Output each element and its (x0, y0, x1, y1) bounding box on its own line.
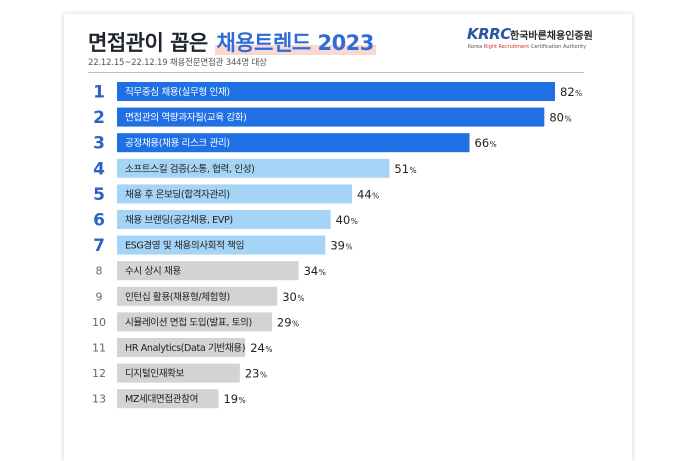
value-label: 19% (223, 392, 245, 406)
bar (117, 133, 470, 153)
bar-label: 인턴십 활용(채용형/체험형) (125, 291, 230, 303)
bar (117, 312, 272, 332)
title-prefix: 면접관이 꼽은 (88, 31, 208, 55)
value-label: 39% (330, 239, 352, 253)
logo-name-en: Korea Right Recruitment Certification Au… (468, 44, 586, 50)
value-label: 82% (560, 85, 582, 99)
bar (117, 363, 240, 383)
bar-label: 소프트스킬 검증(소통, 협력, 인성) (125, 163, 254, 175)
bar-label: 디지털인재확보 (125, 368, 185, 380)
rank-number: 11 (92, 342, 106, 355)
value-label: 29% (277, 315, 299, 329)
rank-number: 10 (92, 316, 106, 329)
value-label: 40% (336, 213, 358, 227)
bar (117, 286, 278, 306)
title-highlight: 채용트렌드 2023 (214, 31, 376, 55)
bar (117, 235, 326, 255)
bar (117, 184, 353, 204)
value-label: 51% (394, 162, 416, 176)
logo-name-en-part1: Korea (468, 44, 484, 50)
value-label: 34% (304, 264, 326, 278)
bar (117, 107, 545, 127)
krrc-logo: KRRC 한국바른채용인증원 Korea Right Recruitment C… (467, 24, 627, 54)
bar-label: 직무중심 채용(실무형 인재) (125, 87, 230, 98)
bar-label: 공정채용(채용 리스크 관리) (125, 138, 230, 149)
bar-label: 수시 상시 채용 (125, 266, 181, 277)
bar-label: 면접관의 역량과자질(교육 강화) (125, 112, 247, 124)
rank-number: 1 (93, 83, 105, 103)
value-label: 66% (475, 136, 497, 150)
bar (117, 338, 246, 357)
rank-number: 9 (96, 290, 103, 303)
header-divider (88, 72, 584, 73)
bar-label: 채용 브랜딩(공감채용, EVP) (125, 214, 233, 226)
rank-number: 12 (92, 367, 106, 380)
bar (117, 389, 219, 409)
rank-number: 3 (93, 134, 105, 154)
rank-number: 4 (93, 159, 105, 179)
page-title: 면접관이 꼽은 채용트렌드 2023 (88, 27, 376, 57)
rank-number: 13 (92, 393, 106, 406)
rank-number: 6 (93, 211, 105, 231)
survey-info: 22.12.15~22.12.19 채용전문면접관 344명 대상 (88, 58, 267, 68)
logo-name-en-part2: Right Recruitment (483, 44, 530, 50)
bar-label: ESG경영 및 채용의사회적 책임 (125, 240, 244, 252)
logo-name-en-part3: Certification Authority (529, 44, 587, 50)
bar-label: MZ세대면접관참여 (125, 393, 198, 405)
value-label: 23% (245, 367, 267, 381)
rank-number: 7 (93, 236, 105, 256)
bar (117, 82, 555, 101)
value-label: 44% (357, 187, 379, 201)
logo-mark: KRRC (467, 25, 511, 43)
bar (117, 210, 331, 229)
bar-label: 채용 후 온보딩(합격자관리) (125, 188, 230, 200)
bar-label: 시뮬레이션 면접 도입(발표, 토의) (125, 316, 252, 328)
bar-label: HR Analytics(Data 기반채용) (125, 343, 245, 354)
value-label: 24% (250, 341, 272, 355)
rank-number: 2 (93, 108, 105, 128)
rank-number: 8 (96, 265, 103, 278)
rank-number: 5 (93, 185, 105, 205)
logo-name-ko: 한국바른채용인증원 (510, 31, 593, 42)
value-label: 80% (549, 111, 571, 125)
bar (117, 261, 299, 281)
bar (117, 158, 390, 178)
value-label: 30% (282, 290, 304, 304)
